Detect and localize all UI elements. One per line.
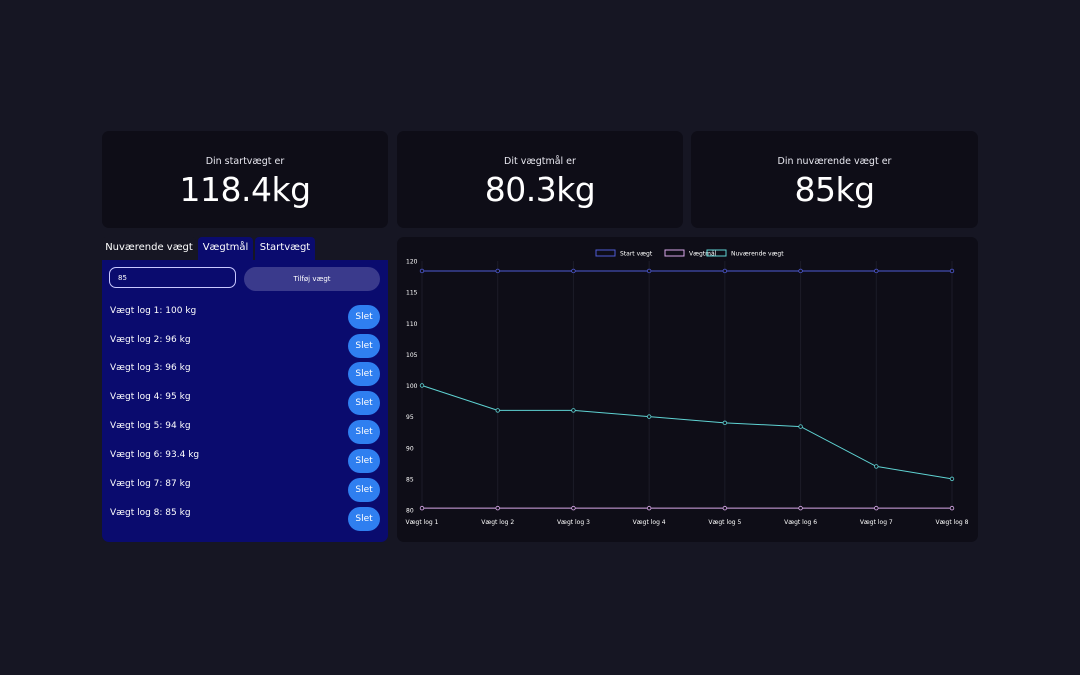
- y-tick-label: 80: [406, 508, 414, 515]
- data-point: [798, 268, 803, 274]
- start-weight-card: Din startvægt er 118.4kg: [102, 131, 388, 228]
- x-tick-label: Vægt log 8: [936, 519, 969, 526]
- data-point: [874, 464, 879, 469]
- delete-log-button[interactable]: Slet: [348, 391, 380, 415]
- data-point: [419, 505, 425, 511]
- data-point: [571, 408, 576, 413]
- current-weight-label: Din nuværende vægt er: [777, 156, 892, 167]
- data-point: [874, 505, 879, 511]
- log-entry-text: Vægt log 2: 96 kg: [110, 335, 191, 345]
- y-tick-label: 120: [406, 259, 418, 266]
- data-point: [571, 505, 576, 511]
- data-point: [495, 408, 500, 413]
- data-point: [495, 268, 500, 274]
- goal-weight-value: 80.3kg: [484, 170, 596, 209]
- weight-input[interactable]: [109, 267, 236, 288]
- tab-bar: Nuværende vægt Vægtmål Startvægt: [102, 237, 388, 261]
- y-tick-label: 100: [406, 383, 418, 390]
- current-weight-value: 85kg: [794, 170, 875, 209]
- data-point: [646, 268, 652, 274]
- log-row: Vægt log 7: 87 kg Slet: [102, 478, 388, 502]
- data-point: [571, 268, 576, 274]
- y-tick-label: 115: [406, 290, 418, 297]
- legend-label: Nuværende vægt: [731, 251, 784, 258]
- log-entry-text: Vægt log 5: 94 kg: [110, 421, 191, 431]
- x-tick-label: Vægt log 7: [860, 519, 893, 526]
- add-weight-button[interactable]: Tilføj vægt: [244, 267, 380, 291]
- y-tick-label: 105: [406, 352, 418, 359]
- log-row: Vægt log 6: 93.4 kg Slet: [102, 449, 388, 473]
- delete-log-button[interactable]: Slet: [348, 507, 380, 531]
- data-point: [798, 424, 803, 429]
- log-entry-text: Vægt log 4: 95 kg: [110, 392, 191, 402]
- data-point: [798, 505, 803, 511]
- weight-log-panel: Nuværende vægt Vægtmål Startvægt Tilføj …: [102, 237, 388, 542]
- tab-goal-weight[interactable]: Vægtmål: [198, 237, 253, 261]
- goal-weight-card: Dit vægtmål er 80.3kg: [397, 131, 683, 228]
- delete-log-button[interactable]: Slet: [348, 334, 380, 358]
- delete-log-button[interactable]: Slet: [348, 305, 380, 329]
- x-tick-label: Vægt log 1: [406, 519, 439, 526]
- data-point: [722, 505, 728, 511]
- delete-log-button[interactable]: Slet: [348, 420, 380, 444]
- tab-start-weight[interactable]: Startvægt: [255, 237, 315, 261]
- data-point: [949, 268, 955, 274]
- log-entry-text: Vægt log 3: 96 kg: [110, 363, 191, 373]
- data-point: [722, 420, 728, 426]
- log-entry-text: Vægt log 6: 93.4 kg: [110, 450, 200, 460]
- x-tick-label: Vægt log 6: [784, 519, 817, 526]
- x-tick-label: Vægt log 5: [708, 519, 741, 526]
- data-point: [949, 476, 955, 482]
- log-row: Vægt log 4: 95 kg Slet: [102, 391, 388, 415]
- data-point: [646, 414, 652, 419]
- goal-weight-label: Dit vægtmål er: [504, 156, 576, 167]
- weight-line-chart: 80 85 90 95 100 105 110 115 120 Vægt log 1 Vægt lo…: [406, 249, 969, 526]
- start-weight-value: 118.4kg: [179, 170, 311, 209]
- y-tick-label: 95: [406, 414, 414, 421]
- log-row: Vægt log 1: 100 kg Slet: [102, 305, 388, 329]
- log-row: Vægt log 8: 85 kg Slet: [102, 507, 388, 531]
- x-tick-label: Vægt log 4: [633, 519, 666, 526]
- data-point: [722, 268, 728, 274]
- data-point: [646, 505, 652, 511]
- legend-swatch: [664, 249, 685, 257]
- data-point: [495, 505, 500, 511]
- start-weight-label: Din startvægt er: [205, 156, 285, 167]
- log-entry-text: Vægt log 7: 87 kg: [110, 479, 191, 489]
- delete-log-button[interactable]: Slet: [348, 478, 380, 502]
- log-row: Vægt log 2: 96 kg Slet: [102, 334, 388, 358]
- current-weight-card: Din nuværende vægt er 85kg: [691, 131, 978, 228]
- delete-log-button[interactable]: Slet: [348, 449, 380, 473]
- x-tick-label: Vægt log 3: [557, 519, 590, 526]
- log-entry-text: Vægt log 8: 85 kg: [110, 508, 191, 518]
- log-panel-body: Tilføj vægt Vægt log 1: 100 kg Slet Vægt…: [102, 260, 388, 542]
- y-tick-label: 90: [406, 445, 414, 452]
- log-entry-text: Vægt log 1: 100 kg: [110, 306, 197, 316]
- data-point: [874, 268, 879, 274]
- log-row: Vægt log 5: 94 kg Slet: [102, 420, 388, 444]
- y-tick-label: 85: [406, 476, 414, 483]
- series-line: [421, 385, 953, 480]
- legend-label: Vægtmål: [689, 251, 717, 258]
- delete-log-button[interactable]: Slet: [348, 362, 380, 386]
- weight-chart-card: 80 85 90 95 100 105 110 115 120 Vægt log 1 Vægt lo…: [397, 237, 978, 542]
- legend-swatch: [595, 249, 616, 257]
- tab-current-weight[interactable]: Nuværende vægt: [102, 237, 196, 261]
- legend-swatch: [706, 249, 727, 257]
- data-point: [949, 505, 955, 511]
- log-row: Vægt log 3: 96 kg Slet: [102, 362, 388, 386]
- y-tick-label: 110: [406, 321, 418, 328]
- data-point: [419, 383, 425, 388]
- legend-label: Start vægt: [620, 251, 653, 258]
- data-point: [419, 268, 425, 274]
- x-tick-label: Vægt log 2: [481, 519, 514, 526]
